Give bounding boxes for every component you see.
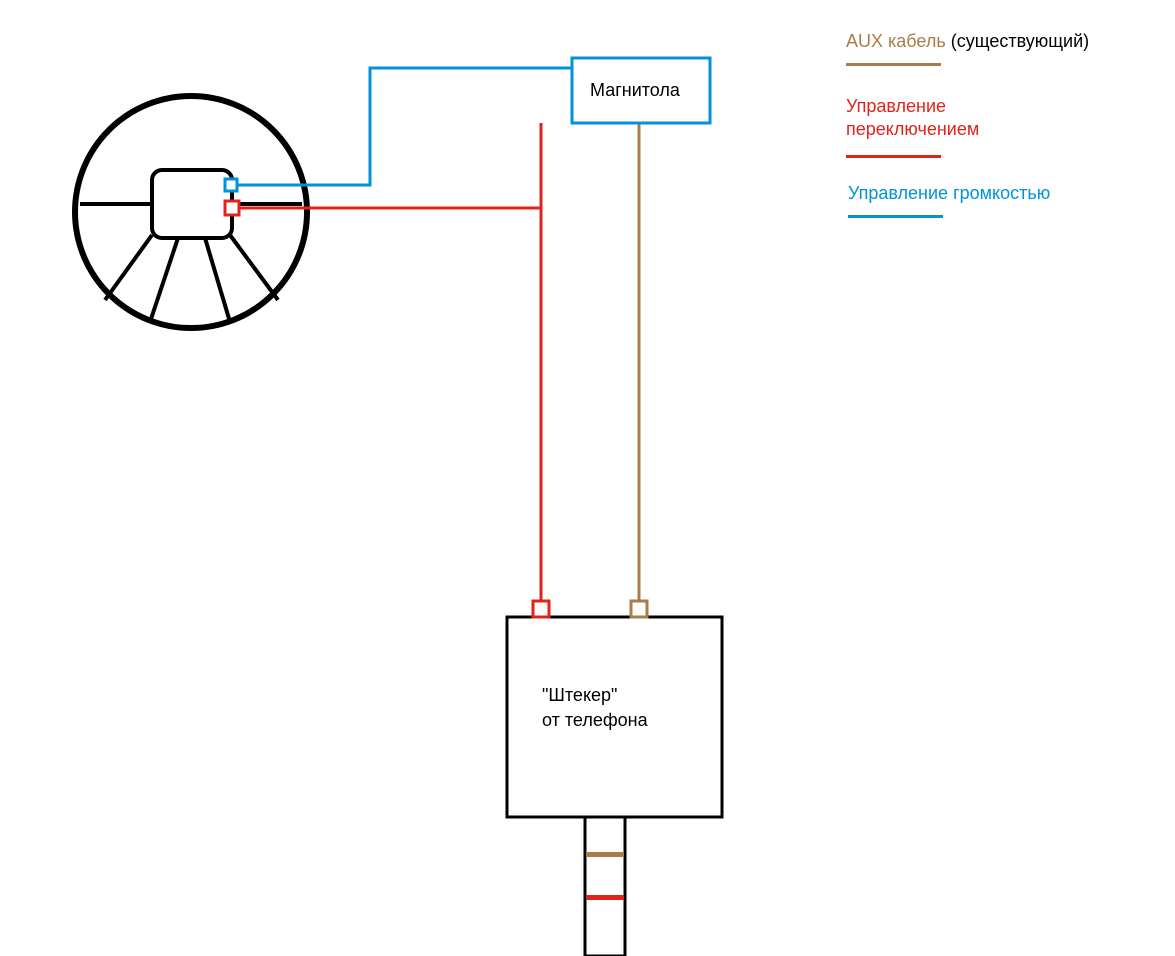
- head-unit-label: Магнитола: [590, 80, 680, 101]
- jack-tip-icon: [585, 817, 625, 956]
- plug-label-line1: "Штекер": [542, 685, 648, 706]
- connector-plug-switch: [533, 601, 549, 617]
- steering-wheel-icon: [75, 96, 307, 328]
- plug-label: "Штекер" от телефона: [542, 685, 648, 731]
- connector-steering-volume: [225, 179, 237, 191]
- wiring-diagram: [0, 0, 1175, 956]
- connector-plug-aux: [631, 601, 647, 617]
- connector-steering-switch: [225, 201, 239, 215]
- plug-label-line2: от телефона: [542, 710, 648, 731]
